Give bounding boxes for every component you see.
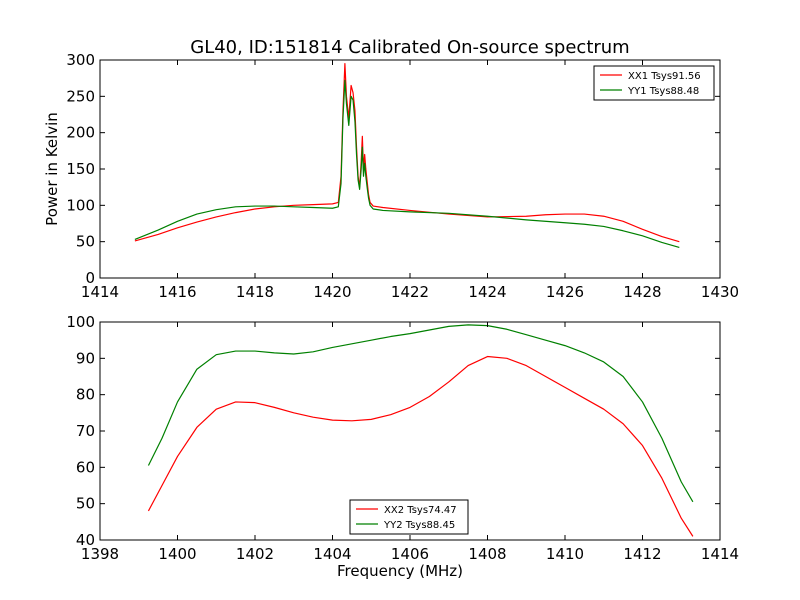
x-axis-title: Frequency (MHz) (337, 562, 463, 580)
x-tick-label: 1428 (623, 283, 661, 301)
x-tick-label: 1426 (546, 283, 584, 301)
legend: XX2 Tsys74.47 YY2 Tsys88.45 (349, 499, 469, 535)
series-line-1-0 (147, 355, 694, 537)
x-tick-label: 1412 (623, 545, 661, 563)
y-tick-label: 40 (76, 531, 95, 549)
figure-title: GL40, ID:151814 Calibrated On-source spe… (190, 37, 629, 58)
x-tick-label: 1410 (546, 545, 584, 563)
legend-label: YY2 Tsys88.45 (383, 520, 455, 531)
x-tick-label: 1422 (391, 283, 429, 301)
y-tick-label: 250 (66, 87, 95, 105)
y-tick-label: 100 (66, 313, 95, 331)
bottom-panel: 1398 1400 1402 1404 1406 1408 1410 1412 1414 40 50… (66, 313, 739, 580)
y-tick-label: 150 (66, 160, 95, 178)
x-tick-label: 1424 (468, 283, 506, 301)
y-tick-label: 70 (76, 422, 95, 440)
y-tick-label: 300 (66, 51, 95, 69)
x-tick-label: 1414 (81, 283, 119, 301)
top-panel: 1414 1416 1418 1420 1422 1424 1426 1428 1430 0 50 1… (43, 51, 739, 301)
y-tick-label: 60 (76, 458, 95, 476)
y-tick-label: 100 (66, 196, 95, 214)
x-tick-label: 1430 (701, 283, 739, 301)
legend-box (593, 65, 715, 101)
y-tick-label: 80 (76, 386, 95, 404)
series-line-1-1 (147, 324, 694, 503)
legend-label: XX2 Tsys74.47 (384, 505, 457, 516)
y-tick-label: 90 (76, 349, 95, 367)
y-tick-label: 50 (76, 495, 95, 513)
y-tick-label: 200 (66, 124, 95, 142)
x-tick-label: 1418 (236, 283, 274, 301)
x-tick-label: 1402 (236, 545, 274, 563)
x-tick-label: 1404 (313, 545, 351, 563)
y-tick-label: 50 (76, 233, 95, 251)
y-axis-title: Power in Kelvin (43, 112, 61, 226)
legend-label: XX1 Tsys91.56 (628, 71, 701, 82)
legend-box (349, 499, 469, 535)
x-tick-label: 1420 (313, 283, 351, 301)
x-tick-label: 1416 (158, 283, 196, 301)
legend-label: YY1 Tsys88.48 (627, 86, 699, 97)
y-tick-label: 0 (85, 269, 95, 287)
x-tick-label: 1414 (701, 545, 739, 563)
series-line-0-1 (134, 79, 680, 249)
legend: XX1 Tsys91.56 YY1 Tsys88.48 (593, 65, 715, 101)
x-tick-label: 1408 (468, 545, 506, 563)
x-tick-label: 1400 (158, 545, 196, 563)
x-tick-label: 1406 (391, 545, 429, 563)
x-tick-label: 1398 (81, 545, 119, 563)
